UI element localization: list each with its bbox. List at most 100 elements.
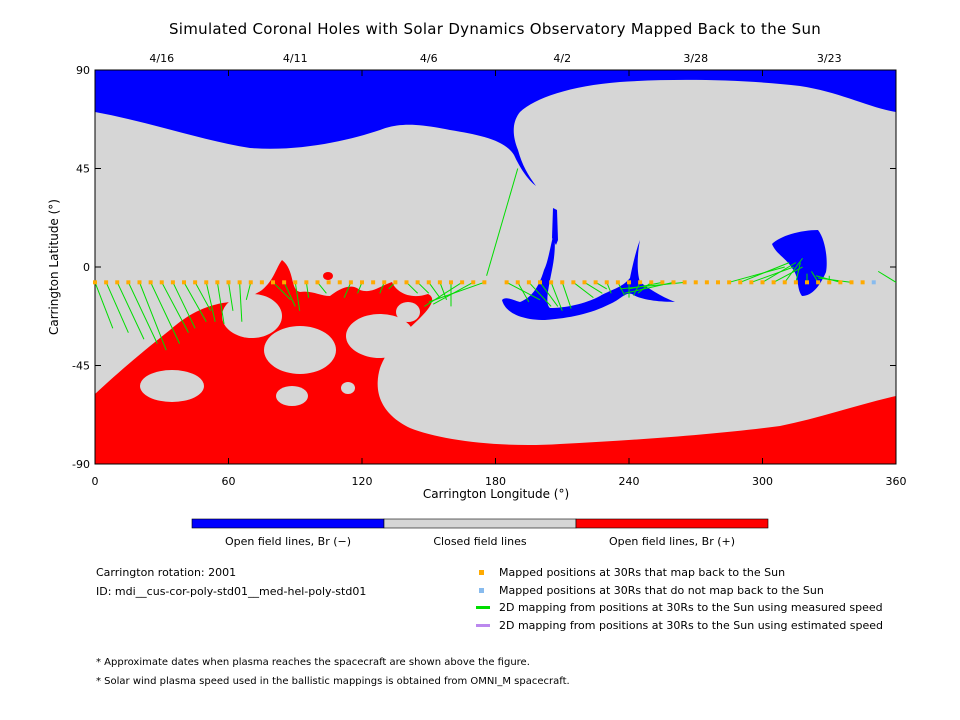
legend-unmapped: Mapped positions at 30Rs that do not map… <box>499 584 824 597</box>
x-tick-label: 0 <box>92 475 99 488</box>
mapping-line <box>762 262 797 283</box>
mapped-point <box>571 280 576 285</box>
positive-patch <box>323 272 333 280</box>
mapping-line <box>728 266 785 283</box>
legend-estimated-line <box>476 624 490 627</box>
mapping-line <box>343 282 352 298</box>
mapping-line <box>172 282 196 329</box>
mapping-line <box>424 281 463 307</box>
mapped-point <box>371 280 376 285</box>
date-label: 3/28 <box>683 52 708 65</box>
mapping-line <box>506 281 541 301</box>
mapped-point <box>426 280 431 285</box>
colorbar-closed <box>383 518 577 529</box>
mapping-line <box>183 282 207 322</box>
mapped-point <box>137 280 142 285</box>
mapped-point <box>771 280 776 285</box>
mapped-point <box>449 280 453 285</box>
mapped-point <box>615 280 620 285</box>
carrington-rotation: Carrington rotation: 2001 <box>96 566 237 579</box>
mapped-point <box>237 280 242 285</box>
mapping-lines <box>94 168 897 351</box>
equatorial-hole-branch <box>552 208 558 245</box>
mapping-line <box>561 282 572 309</box>
mapping-line <box>773 266 803 283</box>
mapping-line <box>228 282 234 311</box>
mapping-line <box>283 282 296 307</box>
mapped-point <box>315 280 320 285</box>
map-field <box>95 70 896 464</box>
mapping-line <box>272 281 292 301</box>
mapping-line <box>637 281 652 294</box>
mapped-point <box>805 280 809 285</box>
mapped-point <box>159 280 164 285</box>
mapped-point <box>482 280 487 285</box>
mapped-point <box>415 280 420 285</box>
mapped-point <box>226 280 231 285</box>
mapped-point <box>360 280 364 285</box>
mapped-point <box>293 280 298 285</box>
mapped-point <box>182 280 186 285</box>
mapped-point <box>437 280 442 285</box>
mapped-point <box>526 280 531 285</box>
mapped-point <box>638 280 643 285</box>
mapped-point <box>693 280 698 285</box>
y-tick-label: -90 <box>72 458 90 471</box>
x-tick-label: 360 <box>886 475 907 488</box>
chart-title: Simulated Coronal Holes with Solar Dynam… <box>168 20 822 38</box>
mapping-line <box>550 282 563 311</box>
mapped-point <box>271 280 275 285</box>
closed-island <box>222 294 282 338</box>
mapping-line <box>94 282 114 329</box>
y-tick-label: 45 <box>76 163 90 176</box>
unmapped-point <box>871 280 876 285</box>
closed-island <box>276 386 308 406</box>
mapped-point <box>382 280 387 285</box>
mapping-line <box>216 282 225 324</box>
mapped-point <box>738 280 743 285</box>
model-id: ID: mdi__cus-cor-poly-std01__med-hel-pol… <box>96 585 367 598</box>
mapped-point <box>793 280 798 285</box>
mapped-point <box>204 280 209 285</box>
mapped-point <box>471 280 476 285</box>
mapping-line <box>528 281 552 307</box>
mapped-point <box>215 280 220 285</box>
mapped-point <box>760 280 765 285</box>
date-label: 4/11 <box>283 52 308 65</box>
mapping-line <box>486 168 519 276</box>
x-tick-label: 180 <box>485 475 506 488</box>
colorbar-negative <box>191 518 385 529</box>
legend-mapped: Mapped positions at 30Rs that map back t… <box>499 566 786 579</box>
closed-island <box>264 326 336 374</box>
mapped-point <box>704 280 709 285</box>
equatorial-hole <box>502 232 675 320</box>
mapping-line <box>573 281 594 299</box>
mapped-point <box>259 280 264 285</box>
mapping-line <box>116 282 145 340</box>
legend-measured-line <box>476 606 490 609</box>
closed-island <box>341 382 355 394</box>
y-axis-title: Carrington Latitude (°) <box>47 199 61 335</box>
mapping-line <box>428 281 485 303</box>
mapped-point <box>860 280 865 285</box>
x-tick-label: 60 <box>222 475 236 488</box>
colorbar-positive <box>575 518 769 529</box>
date-label: 3/23 <box>817 52 842 65</box>
mapped-point <box>849 280 854 285</box>
mapped-point <box>170 280 175 285</box>
x-axis-title: Carrington Longitude (°) <box>423 487 569 501</box>
y-tick-label: 90 <box>76 64 90 77</box>
mapping-line <box>539 282 559 307</box>
date-label: 4/16 <box>149 52 174 65</box>
mapped-point <box>716 280 720 285</box>
mapping-line <box>784 257 803 283</box>
x-tick-label: 240 <box>619 475 640 488</box>
legend-measured: 2D mapping from positions at 30Rs to the… <box>499 601 883 614</box>
mapped-point <box>660 280 665 285</box>
mapped-point <box>115 280 120 285</box>
legend-unmapped-marker <box>479 588 484 593</box>
mapping-line <box>751 266 794 283</box>
footnote-speed: * Solar wind plasma speed used in the ba… <box>96 676 570 687</box>
date-label: 4/6 <box>420 52 438 65</box>
